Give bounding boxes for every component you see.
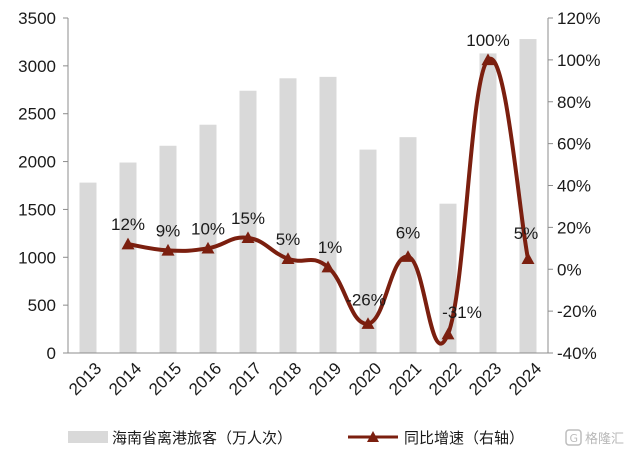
bar-2017 [239, 90, 257, 353]
left-tick-label: 3000 [18, 57, 56, 76]
x-tick-label: 2023 [465, 359, 505, 399]
bar-2016 [199, 124, 217, 353]
x-tick-label: 2014 [105, 359, 145, 399]
left-tick-label: 0 [47, 344, 56, 363]
right-tick-label: -40% [557, 344, 597, 363]
left-tick-label: 1000 [18, 248, 56, 267]
bar-2023 [479, 53, 497, 354]
x-tick-label: 2018 [265, 359, 305, 399]
legend-bar-label: 海南省离港旅客（万人次） [112, 429, 292, 447]
x-tick-label: 2024 [505, 359, 545, 399]
bar-2014 [119, 162, 137, 353]
svg-text:G: G [570, 432, 579, 445]
right-tick-label: 80% [557, 93, 591, 112]
line-marker-2016 [201, 241, 215, 254]
data-label-2016: 10% [191, 219, 225, 238]
watermark-logo-icon: G [565, 429, 582, 446]
data-label-2024: 5% [514, 224, 539, 243]
legend-line-label: 同比增速（右轴） [404, 429, 524, 447]
x-tick-label: 2020 [345, 359, 385, 399]
legend-bar-swatch [68, 431, 108, 443]
data-label-2021: 6% [396, 224, 421, 243]
line-marker-2021 [401, 250, 415, 262]
bar-2019 [319, 76, 337, 353]
x-tick-label: 2016 [185, 359, 225, 399]
watermark: G 格隆汇 [565, 429, 624, 447]
axes-layer: 0 500 1000 1500 2000 2500 3000 3500 -40% -20% 0% 20… [18, 9, 600, 399]
line-marker-2018 [281, 252, 295, 264]
left-tick-label: 2500 [18, 105, 56, 124]
x-tick-label: 2022 [425, 359, 465, 399]
left-tick-label: 500 [28, 296, 56, 315]
line-marker-2024 [521, 252, 535, 264]
data-label-2020: -26% [346, 291, 386, 310]
legend: 海南省离港旅客（万人次） 同比增速（右轴） [68, 429, 524, 447]
left-tick-label: 1500 [18, 200, 56, 219]
right-tick-label: -20% [557, 302, 597, 321]
left-tick-label: 3500 [18, 9, 56, 28]
legend-line-marker [367, 431, 379, 442]
right-tick-label: 60% [557, 135, 591, 154]
line-marker-2014 [121, 237, 135, 250]
bar-2020 [359, 149, 377, 353]
line-marker-2023 [481, 53, 495, 66]
x-tick-label: 2019 [305, 359, 345, 399]
x-tick-label: 2013 [65, 359, 105, 399]
bars-layer [79, 39, 537, 354]
x-tick-label: 2015 [145, 359, 185, 399]
line-marker-2020 [361, 317, 375, 329]
line-marker-2019 [321, 260, 335, 273]
data-label-2018: 5% [276, 230, 301, 249]
line-marker-2015 [161, 243, 175, 256]
data-label-2014: 12% [111, 215, 145, 234]
data-label-2017: 15% [231, 209, 265, 228]
right-tick-label: 0% [557, 260, 582, 279]
left-tick-label: 2000 [18, 153, 56, 172]
right-tick-label: 100% [557, 51, 600, 70]
data-label-2015: 9% [156, 221, 181, 240]
watermark-text: 格隆汇 [585, 431, 624, 447]
bar-2024 [519, 39, 537, 354]
bar-2021 [399, 137, 417, 353]
bar-2013 [79, 182, 97, 353]
right-tick-label: 120% [557, 9, 600, 28]
data-label-2019: 1% [318, 238, 343, 257]
data-label-2023: 100% [466, 31, 509, 50]
labels-layer: 12% 9% 10% 15% 5% 1% -26% 6% -31% 100% 5% [111, 31, 538, 322]
data-label-2022: -31% [442, 303, 482, 322]
right-tick-label: 20% [557, 218, 591, 237]
right-tick-label: 40% [557, 177, 591, 196]
line-marker-2017 [241, 231, 255, 244]
line-layer [121, 53, 535, 346]
line-marker-2022 [441, 327, 455, 340]
x-tick-label: 2021 [385, 359, 425, 399]
bar-2018 [279, 78, 297, 354]
x-tick-label: 2017 [225, 359, 265, 399]
